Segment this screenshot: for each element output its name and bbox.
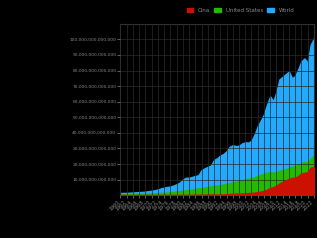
Legend: Cina, United States, World: Cina, United States, World <box>184 6 296 15</box>
